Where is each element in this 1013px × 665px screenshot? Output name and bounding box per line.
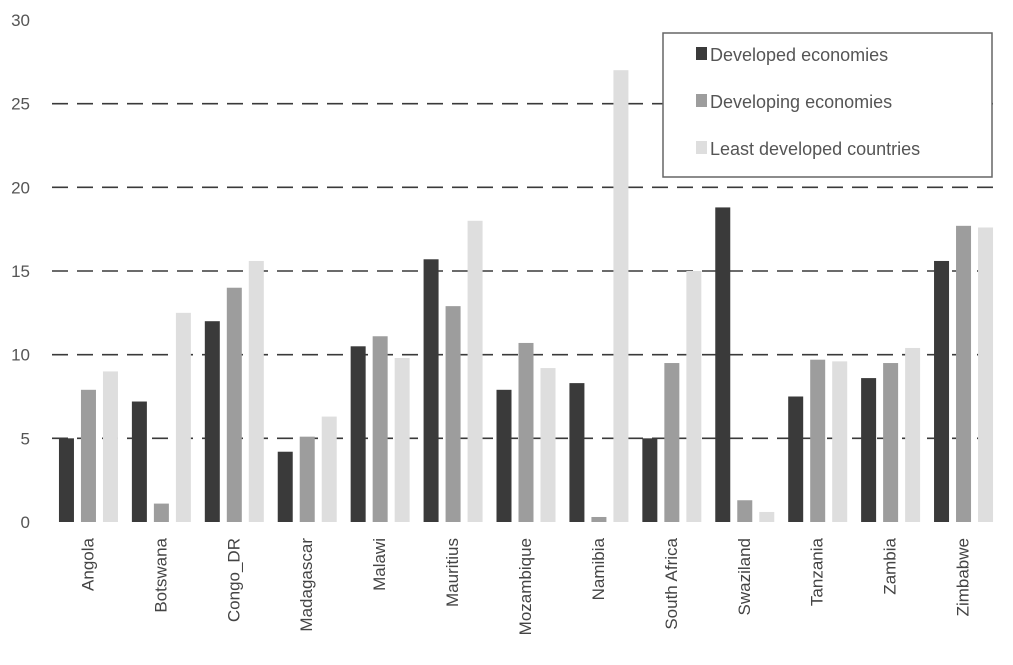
bar-swaziland-developed-economies <box>715 207 731 522</box>
bar-zambia-developed-economies <box>861 378 877 522</box>
legend-swatch-least-developed <box>696 141 707 154</box>
bar-congo-dr-developing-economies <box>226 287 242 522</box>
bar-botswana-developing-economies <box>153 503 169 522</box>
y-tick-label: 20 <box>11 178 30 197</box>
bar-botswana-least-developed-countries <box>175 312 191 522</box>
bar-malawi-least-developed-countries <box>394 358 410 522</box>
bar-namibia-developed-economies <box>569 383 585 522</box>
bar-angola-least-developed-countries <box>102 371 118 522</box>
legend-label-least-developed: Least developed countries <box>710 139 920 159</box>
bar-madagascar-developing-economies <box>299 436 315 522</box>
bar-congo-dr-least-developed-countries <box>248 260 264 522</box>
bar-mozambique-developed-economies <box>496 389 512 522</box>
bar-mozambique-developing-economies <box>518 342 534 522</box>
x-tick-label: Zambia <box>881 537 900 594</box>
bar-tanzania-developing-economies <box>810 359 826 522</box>
bar-malawi-developing-economies <box>372 336 388 522</box>
bar-botswana-developed-economies <box>131 401 147 522</box>
x-axis-ticks: Angola Botswana Congo_DR Madagascar Malawi Ma… <box>78 537 972 635</box>
y-tick-label: 5 <box>21 429 30 448</box>
x-tick-label: Namibia <box>589 537 608 600</box>
bar-madagascar-developed-economies <box>277 451 293 522</box>
x-tick-label: Swaziland <box>735 538 754 616</box>
y-tick-label: 25 <box>11 95 30 114</box>
bar-malawi-developed-economies <box>350 346 366 522</box>
y-tick-label: 0 <box>21 513 30 532</box>
x-tick-label: Tanzania <box>808 537 827 606</box>
legend-label-developed: Developed economies <box>710 45 888 65</box>
bar-tanzania-developed-economies <box>788 396 804 522</box>
x-tick-label: South Africa <box>662 537 681 629</box>
bar-mauritius-least-developed-countries <box>467 220 483 523</box>
y-axis-ticks: 0 5 10 15 20 25 30 <box>11 11 30 532</box>
bar-south-africa-developed-economies <box>642 438 658 522</box>
bar-zambia-least-developed-countries <box>905 347 921 522</box>
x-tick-label: Mauritius <box>443 538 462 607</box>
bar-zimbabwe-least-developed-countries <box>978 227 994 522</box>
x-tick-label: Angola <box>78 537 97 590</box>
legend-box <box>662 32 993 178</box>
bar-swaziland-developing-economies <box>737 500 753 522</box>
bar-zimbabwe-developed-economies <box>934 260 950 522</box>
bar-south-africa-least-developed-countries <box>686 271 702 522</box>
x-tick-label: Madagascar <box>297 538 316 632</box>
bar-madagascar-least-developed-countries <box>321 416 337 522</box>
x-tick-label: Botswana <box>151 537 170 612</box>
legend-label-developing: Developing economies <box>710 92 892 112</box>
bar-zambia-developing-economies <box>883 363 899 522</box>
bar-mauritius-developing-economies <box>445 306 461 522</box>
bar-mozambique-least-developed-countries <box>540 368 556 522</box>
bar-namibia-least-developed-countries <box>613 70 629 522</box>
x-tick-label: Malawi <box>370 538 389 591</box>
legend: Developed economies Developing economies… <box>662 32 993 178</box>
bar-swaziland-least-developed-countries <box>759 511 775 522</box>
bar-zimbabwe-developing-economies <box>956 225 972 522</box>
bar-south-africa-developing-economies <box>664 363 680 522</box>
x-tick-label: Mozambique <box>516 538 535 635</box>
bar-angola-developing-economies <box>80 389 96 522</box>
x-tick-label: Zimbabwe <box>954 538 973 616</box>
bars <box>58 70 994 523</box>
x-tick-label: Congo_DR <box>224 538 243 622</box>
y-tick-label: 30 <box>11 11 30 30</box>
bar-congo-dr-developed-economies <box>204 321 220 522</box>
y-tick-label: 15 <box>11 262 30 281</box>
y-tick-label: 10 <box>11 346 30 365</box>
bar-mauritius-developed-economies <box>423 259 439 522</box>
bar-tanzania-least-developed-countries <box>832 361 848 522</box>
legend-swatch-developed <box>696 47 707 60</box>
bar-angola-developed-economies <box>58 438 74 522</box>
bar-namibia-developing-economies <box>591 516 607 522</box>
legend-swatch-developing <box>696 94 707 107</box>
